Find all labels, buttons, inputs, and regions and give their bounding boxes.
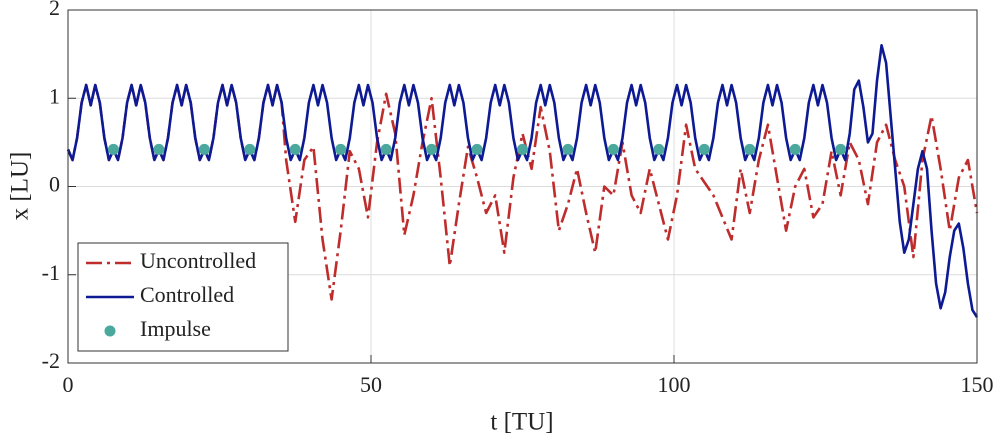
x-tick-label: 150	[961, 372, 994, 397]
legend-label: Uncontrolled	[140, 248, 256, 273]
legend-label: Controlled	[140, 282, 234, 307]
y-tick-label: 1	[49, 83, 60, 108]
impulse-point	[562, 143, 574, 155]
impulse-point	[607, 143, 619, 155]
impulse-point	[517, 143, 528, 155]
x-tick-label: 0	[63, 372, 74, 397]
impulse-point	[198, 143, 210, 155]
y-axis-title: x [LU]	[7, 152, 34, 221]
impulse-point	[471, 143, 483, 155]
y-tick-label: 0	[49, 172, 60, 197]
impulse-point	[744, 143, 756, 155]
impulse-point	[835, 143, 847, 155]
impulse-point	[153, 143, 165, 155]
x-tick-label: 50	[360, 372, 382, 397]
impulse-point	[244, 143, 256, 155]
impulse-point	[789, 143, 801, 155]
impulse-point	[289, 143, 301, 155]
x-axis-title: t [TU]	[490, 409, 553, 436]
impulse-point	[107, 143, 119, 155]
impulse-point	[335, 143, 347, 155]
y-tick-label: -1	[42, 260, 60, 285]
y-tick-label: 2	[49, 0, 60, 20]
legend-marker	[104, 325, 116, 337]
impulse-point	[426, 143, 438, 155]
legend-label: Impulse	[140, 316, 211, 341]
impulse-point	[698, 143, 710, 155]
x-tick-label: 100	[658, 372, 691, 397]
plot-frame	[67, 9, 978, 364]
impulse-point	[653, 143, 665, 155]
impulse-point	[380, 143, 392, 155]
y-tick-label: -2	[42, 348, 60, 373]
